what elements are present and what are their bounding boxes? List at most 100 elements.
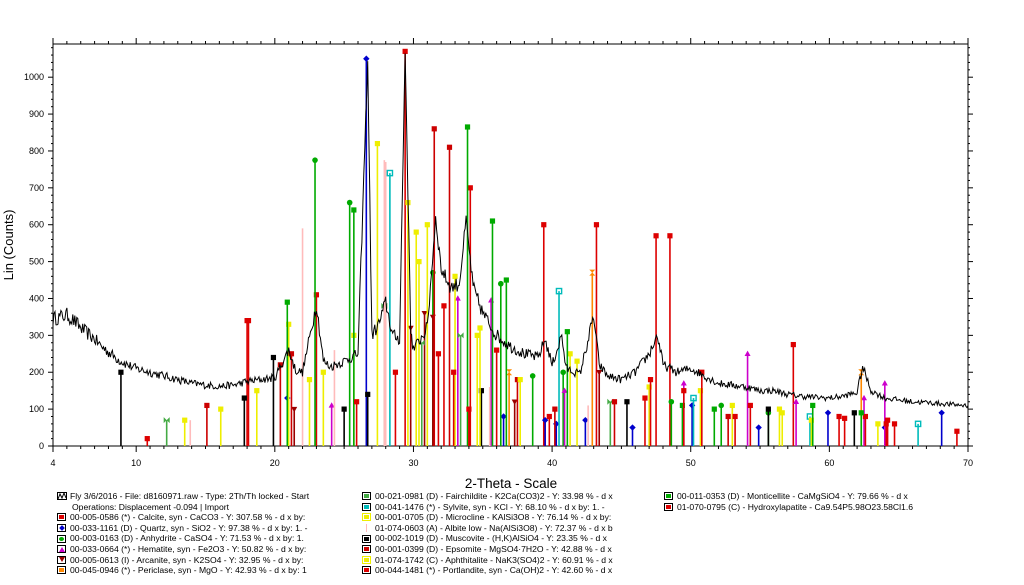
peak-marker	[711, 406, 717, 412]
peak-marker	[466, 406, 472, 412]
peak-marker	[328, 402, 335, 408]
marker-swatch	[364, 494, 369, 499]
peak-marker	[464, 124, 471, 130]
marker-swatch	[59, 568, 64, 573]
peak-marker	[793, 398, 800, 404]
peak-marker	[891, 421, 898, 427]
legend-label: 00-045-0946 (*) - Periclase, syn - MgO -…	[70, 565, 307, 576]
phase-series	[218, 222, 783, 446]
legend-swatch	[362, 566, 371, 575]
peak-marker	[679, 402, 686, 409]
x-tick-label: 30	[408, 458, 418, 468]
peak-marker	[313, 292, 320, 298]
peak-marker	[494, 347, 500, 353]
legend-swatch	[57, 513, 66, 522]
y-tick-label: 600	[29, 220, 44, 230]
phase-series	[386, 169, 922, 446]
peak-marker	[718, 402, 725, 409]
legend-swatch	[664, 502, 673, 511]
peak-marker	[477, 325, 483, 331]
y-tick-label: 300	[29, 330, 44, 340]
x-tick-label: 40	[547, 458, 557, 468]
peak-marker	[938, 409, 945, 417]
peak-marker	[629, 424, 636, 431]
peak-marker	[875, 421, 881, 427]
peak-marker	[883, 421, 889, 427]
peak-marker	[607, 398, 614, 405]
peak-marker	[647, 377, 654, 383]
peak-marker	[561, 387, 568, 393]
peak-marker	[386, 169, 394, 177]
peak-marker	[506, 369, 513, 376]
peak-marker	[699, 369, 705, 375]
peak-marker	[511, 399, 518, 405]
peak-marker	[431, 126, 437, 132]
legend-label: 00-003-0163 (D) - Anhydrite - CaSO4 - Y:…	[70, 533, 304, 544]
raw-pattern-line	[52, 53, 969, 409]
legend-swatch	[57, 566, 66, 575]
legend-swatch	[362, 502, 371, 511]
peak-marker	[697, 388, 704, 394]
peak-marker	[589, 269, 596, 276]
peak-marker	[881, 380, 888, 386]
raw-pattern	[52, 53, 969, 409]
peak-marker	[858, 369, 865, 376]
legend-label: 00-044-1481 (*) - Portlandite, syn - Ca(…	[375, 565, 613, 576]
peak-marker	[790, 341, 796, 348]
axis-ticks: 4 10 20 30 40 50 60 700100200300400500600700800…	[24, 38, 973, 468]
marker-swatch	[58, 546, 65, 552]
peak-marker	[346, 199, 353, 206]
peak-marker	[611, 399, 618, 405]
marker-swatch	[364, 504, 369, 509]
y-tick-label: 100	[29, 404, 44, 414]
legend-label: 00-011-0353 (D) - Monticellite - CaMgSiO…	[677, 491, 908, 501]
peak-marker	[284, 299, 290, 305]
peak-marker	[474, 332, 480, 338]
peak-marker	[452, 273, 458, 279]
peak-marker	[241, 395, 247, 401]
legend-label: 01-074-1742 (C) - Aphthitalite - NaK3(SO…	[375, 554, 613, 565]
peak-marker	[457, 332, 464, 339]
peak-marker	[374, 140, 381, 147]
peak-marker	[514, 377, 521, 383]
peak-marker	[204, 402, 210, 409]
peak-marker	[560, 369, 566, 376]
peak-marker	[517, 377, 523, 383]
peak-marker	[497, 280, 504, 287]
legend-swatch	[362, 545, 371, 554]
peak-marker	[680, 380, 687, 386]
peak-marker	[306, 377, 313, 383]
legend-item-muscovite: 00-002-1019 (D) - Muscovite - (H,K)AlSiO…	[362, 533, 613, 544]
legend-label: 00-002-1019 (D) - Muscovite - (H,K)AlSiO…	[375, 533, 607, 544]
marker-swatch	[364, 557, 369, 562]
legend-item-monticellite: 00-011-0353 (D) - Monticellite - CaMgSiO…	[664, 491, 913, 502]
peak-marker	[270, 354, 277, 361]
marker-swatch	[58, 557, 65, 563]
legend-item-sylvite: 00-041-1476 (*) - Sylvite, syn - KCl - Y…	[362, 502, 613, 513]
y-tick-label: 0	[39, 441, 44, 451]
legend-item-calcite: 00-005-0586 (*) - Calcite, syn - CaCO3 -…	[57, 512, 309, 523]
marker-swatch	[59, 536, 64, 541]
y-tick-label: 700	[29, 183, 44, 193]
x-tick-label: 60	[824, 458, 834, 468]
y-tick-label: 900	[29, 109, 44, 119]
peak-marker	[836, 413, 842, 420]
peak-marker	[776, 406, 783, 412]
marker-swatch	[364, 515, 369, 520]
marker-swatch	[366, 524, 367, 533]
peak-marker	[435, 351, 442, 357]
legend-swatch	[362, 492, 371, 501]
peak-marker	[182, 417, 188, 423]
peak-marker	[884, 417, 891, 423]
peak-marker	[363, 55, 370, 62]
y-tick-label: 200	[29, 367, 44, 377]
x-tick-label: 20	[270, 458, 280, 468]
legend-item-fairchildite: 00-021-0981 (D) - Fairchildite - K2Ca(CO…	[362, 491, 613, 502]
peak-marker	[365, 391, 371, 397]
y-tick-label: 1000	[24, 72, 44, 82]
peak-marker	[861, 394, 868, 401]
legend-label: 00-005-0586 (*) - Calcite, syn - CaCO3 -…	[70, 512, 306, 523]
peak-marker	[744, 350, 751, 356]
peak-marker	[667, 233, 673, 239]
peak-marker	[555, 287, 563, 295]
